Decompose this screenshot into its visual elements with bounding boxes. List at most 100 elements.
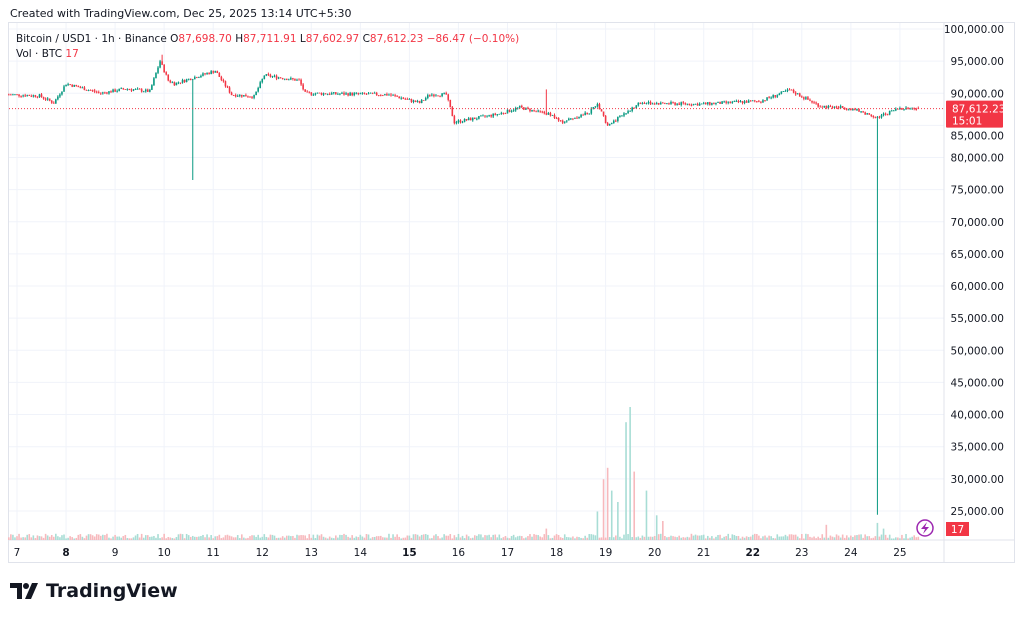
candle-body (469, 118, 472, 121)
volume-bar (57, 536, 59, 540)
volume-bar (126, 537, 129, 540)
candle-body (347, 93, 349, 96)
volume-bar (657, 534, 660, 540)
x-tick-label: 21 (697, 547, 710, 559)
volume-bar (463, 538, 466, 540)
volume-bar (516, 536, 519, 540)
volume-bar (698, 535, 701, 540)
candle-body (187, 78, 190, 80)
candle-body (792, 89, 795, 93)
volume-bar (20, 537, 22, 540)
tradingview-logo: TradingView (10, 580, 178, 602)
volume-label[interactable]: Vol · BTC (16, 48, 63, 60)
candle-body (267, 74, 270, 75)
candle-body (144, 89, 147, 92)
volume-bar (574, 538, 576, 540)
volume-bar (539, 536, 541, 540)
candle-body (633, 107, 636, 109)
volume-bar (780, 536, 783, 540)
candle-body (253, 95, 255, 98)
candle-body (561, 120, 564, 123)
candle-body (737, 100, 740, 103)
volume-bar (12, 534, 14, 540)
open-label: O (170, 33, 179, 45)
candle-body (269, 74, 272, 77)
candle-body (69, 84, 71, 85)
volume-bar (316, 534, 319, 540)
volume-bar (617, 502, 619, 540)
volume-bar (191, 535, 194, 540)
volume-bar (895, 537, 897, 540)
volume-bar (50, 534, 53, 540)
volume-bar (206, 534, 208, 540)
price-tag-value: 87,612.23 (952, 104, 1005, 116)
volume-bar (34, 538, 37, 540)
candle-body (149, 89, 151, 92)
volume-bar (144, 535, 147, 540)
candle-body (698, 103, 701, 106)
volume-bar (308, 534, 311, 540)
candle-body (467, 118, 470, 121)
volume-bar (226, 534, 229, 540)
candle-body (87, 90, 90, 91)
volume-bar (843, 537, 846, 540)
symbol-label[interactable]: Bitcoin / USD1 · 1h · Binance (16, 33, 167, 45)
volume-bar (273, 535, 276, 540)
candle-body (230, 92, 233, 96)
candle-body (510, 110, 513, 112)
volume-bar (709, 537, 711, 540)
candle-body (805, 97, 807, 99)
candle-body (75, 84, 78, 87)
created-caption: Created with TradingView.com, Dec 25, 20… (10, 7, 352, 20)
volume-bar (10, 534, 12, 540)
volume-bar (159, 538, 161, 540)
candle-body (596, 104, 599, 107)
volume-bar (318, 535, 321, 540)
candle-body (398, 96, 400, 99)
volume-bar (749, 536, 752, 540)
candle-body (751, 100, 754, 102)
candle-body (888, 110, 891, 115)
volume-bar (200, 536, 202, 540)
candle-body (578, 116, 580, 119)
candle-body (749, 100, 752, 102)
volume-bar (731, 534, 734, 540)
volume-bar (255, 536, 257, 540)
volume-bar (643, 536, 646, 540)
volume-bar (267, 537, 270, 540)
volume-bar (365, 534, 368, 540)
candle-body (420, 100, 423, 104)
candle-body (136, 88, 139, 90)
volume-bar (676, 537, 678, 540)
candle-body (283, 78, 286, 80)
volume-bar (649, 536, 652, 540)
volume-bar (770, 536, 772, 540)
volume-bar (639, 537, 642, 540)
volume-bar (328, 536, 331, 540)
volume-bar (265, 536, 268, 540)
candle-body (547, 113, 550, 115)
candle-body (65, 84, 67, 87)
lightning-bolt-icon (921, 522, 929, 534)
low-label: L (299, 33, 306, 45)
x-tick-label: 16 (452, 547, 466, 559)
volume-bar (46, 535, 49, 540)
y-tick-label: 55,000.00 (951, 313, 1004, 325)
candle-body (598, 104, 601, 110)
volume-bar (476, 535, 478, 540)
candle-body (549, 113, 552, 116)
candle-body (110, 91, 112, 93)
volume-bar (85, 535, 88, 540)
volume-bar (621, 538, 623, 540)
candle-body (455, 122, 458, 124)
candle-body (471, 117, 474, 121)
y-tick-label: 45,000.00 (951, 377, 1004, 389)
candle-body (872, 116, 875, 117)
candle-body (486, 115, 488, 117)
candle-body (183, 79, 186, 82)
candle-body (643, 102, 646, 104)
volume-bar (474, 535, 476, 540)
volume-bar (75, 537, 78, 540)
candle-body (862, 111, 864, 113)
